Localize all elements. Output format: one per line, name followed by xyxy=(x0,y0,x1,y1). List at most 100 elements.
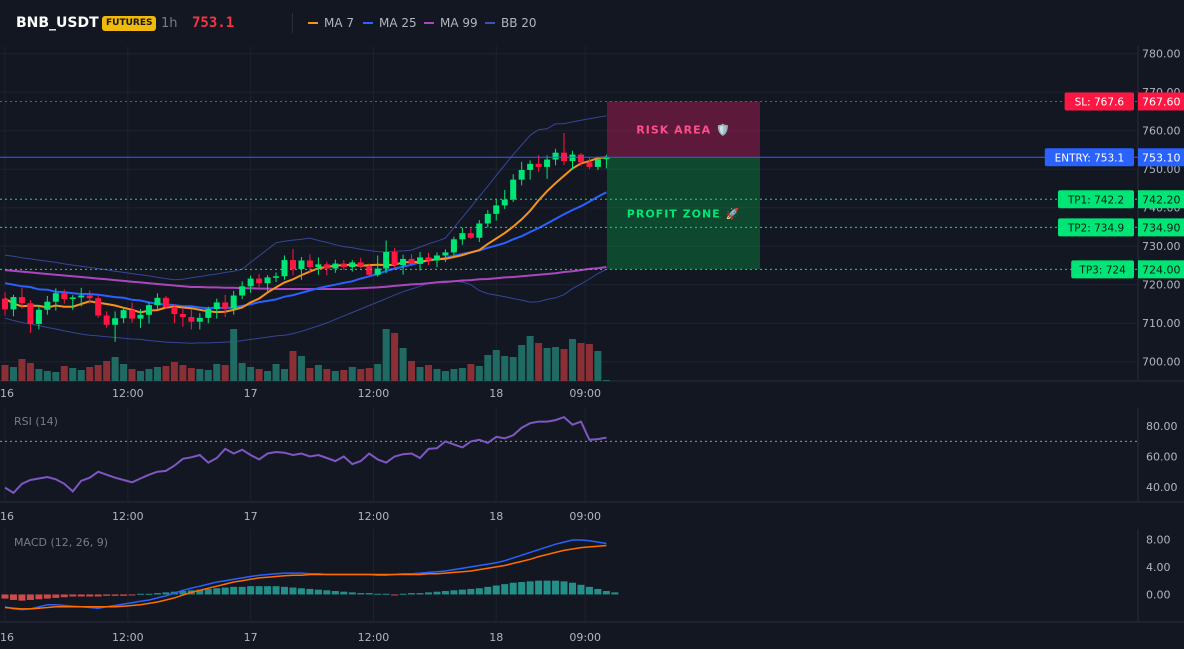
rsi-pane[interactable]: 16 12:00 17 12:00 18 09:00 RSI (14) 80.00 60.00 4… xyxy=(0,408,1184,523)
candle-body xyxy=(2,298,8,310)
rsi-x-tick-label: 17 xyxy=(244,510,258,523)
candle-body xyxy=(230,295,237,309)
volume-bar xyxy=(9,367,17,381)
macd-histogram-bar xyxy=(467,588,475,595)
volume-bar xyxy=(179,365,187,381)
price-y-tick-label: 700.00 xyxy=(1142,356,1181,369)
candle-body xyxy=(205,308,212,318)
volume-bar xyxy=(399,348,407,381)
candle-body xyxy=(273,276,280,278)
candle-body xyxy=(340,263,347,268)
legend-ma99[interactable]: MA 99 xyxy=(424,16,478,30)
volume-bar xyxy=(221,365,229,381)
volume-bar xyxy=(357,369,365,381)
macd-histogram-bar xyxy=(391,594,399,596)
rsi-y-tick-label: 60.00 xyxy=(1146,451,1178,464)
chart-header: BNB_USDT FUTURES 1h 753.1 MA 7 MA 25 MA … xyxy=(0,0,1184,46)
volume-bar xyxy=(120,364,128,381)
rsi-x-tick-label: 18 xyxy=(489,510,503,523)
candle-body xyxy=(35,309,42,325)
rsi-y-tick-label: 80.00 xyxy=(1146,420,1178,433)
candle-body xyxy=(120,310,127,319)
candle-body xyxy=(383,252,390,269)
candle-body xyxy=(417,257,424,264)
volume-bar xyxy=(137,371,145,381)
rsi-x-tick-label: 12:00 xyxy=(112,510,144,523)
volume-bar xyxy=(281,369,289,381)
macd-histogram-bar xyxy=(86,594,94,597)
volume-bar xyxy=(518,345,526,381)
candle-body xyxy=(408,258,415,264)
candle-body xyxy=(501,199,508,206)
candle-body xyxy=(95,298,102,316)
candle-body xyxy=(162,297,169,308)
level-axis-label: 742.20 xyxy=(1142,193,1181,206)
volume-bar xyxy=(111,357,119,381)
volume-bar xyxy=(450,369,458,381)
volume-bar xyxy=(264,371,272,381)
volume-bar xyxy=(441,371,449,381)
legend-ma25[interactable]: MA 25 xyxy=(363,16,417,30)
macd-histogram-bar xyxy=(255,586,263,595)
profit-zone-label: PROFIT ZONE 🚀 xyxy=(627,207,740,220)
volume-bar xyxy=(43,371,51,381)
volume-bar xyxy=(86,367,94,381)
macd-histogram-bar xyxy=(340,591,348,595)
macd-y-tick-label: 8.00 xyxy=(1146,533,1171,546)
level-axis-bg xyxy=(1138,260,1184,279)
volume-bar xyxy=(526,336,534,381)
macd-histogram-bar xyxy=(26,594,34,600)
macd-histogram-bar xyxy=(374,593,382,595)
legend-ma7[interactable]: MA 7 xyxy=(308,16,354,30)
macd-histogram-bar xyxy=(382,593,390,595)
level-axis-bg xyxy=(1138,92,1184,111)
level-tag-label: ENTRY: 753.1 xyxy=(1055,152,1124,164)
volume-bar xyxy=(306,368,314,381)
symbol-name[interactable]: BNB_USDT xyxy=(16,15,99,31)
candle-body xyxy=(103,315,110,325)
rsi-x-tick-label: 16 xyxy=(0,510,14,523)
level-axis-label: 734.90 xyxy=(1142,221,1181,234)
candle-body xyxy=(374,268,381,275)
candle-body xyxy=(256,278,263,284)
macd-pane[interactable]: 16 12:00 17 12:00 18 09:00 MACD (12, 26, 9) 8.0… xyxy=(0,529,1184,644)
candle-body xyxy=(400,258,407,266)
legend-bb20[interactable]: BB 20 xyxy=(485,16,537,30)
candle-body xyxy=(586,162,593,167)
macd-histogram-bar xyxy=(535,580,543,595)
timeframe-label[interactable]: 1h xyxy=(161,16,178,31)
legend-ma99-label: MA 99 xyxy=(440,16,478,30)
level-tag-label: SL: 767.6 xyxy=(1075,96,1125,108)
macd-histogram-bar xyxy=(602,591,610,595)
legend-bb20-label: BB 20 xyxy=(501,16,537,30)
volume-bar xyxy=(314,365,322,381)
volume-bar xyxy=(103,361,111,381)
price-pane[interactable]: 1612:001712:001809:00780.00770.00760.007… xyxy=(0,46,1184,400)
macd-histogram-bar xyxy=(543,580,551,595)
volume-bar xyxy=(238,363,246,381)
macd-signal-line xyxy=(4,544,607,610)
macd-histogram-bar xyxy=(433,591,441,595)
macd-histogram-bar xyxy=(264,586,272,595)
ma25-line xyxy=(4,191,607,310)
candle-body xyxy=(112,318,119,325)
risk-area-label: RISK AREA 🛡️ xyxy=(636,123,730,136)
volume-bar xyxy=(230,329,238,381)
candle-body xyxy=(239,286,246,296)
volume-bar xyxy=(69,368,77,381)
volume-bar xyxy=(289,351,297,381)
volume-bar xyxy=(35,369,43,381)
candle-body xyxy=(306,260,313,268)
candle-body xyxy=(264,277,271,284)
level-tag-bg xyxy=(1044,148,1134,167)
candle-body xyxy=(323,264,330,269)
candle-body xyxy=(315,264,322,268)
level-tag-bg xyxy=(1058,190,1134,209)
macd-histogram-bar xyxy=(306,588,314,595)
candle-body xyxy=(213,302,220,309)
candle-body xyxy=(527,163,534,170)
candle-body xyxy=(425,257,432,261)
macd-histogram-bar xyxy=(196,589,204,595)
